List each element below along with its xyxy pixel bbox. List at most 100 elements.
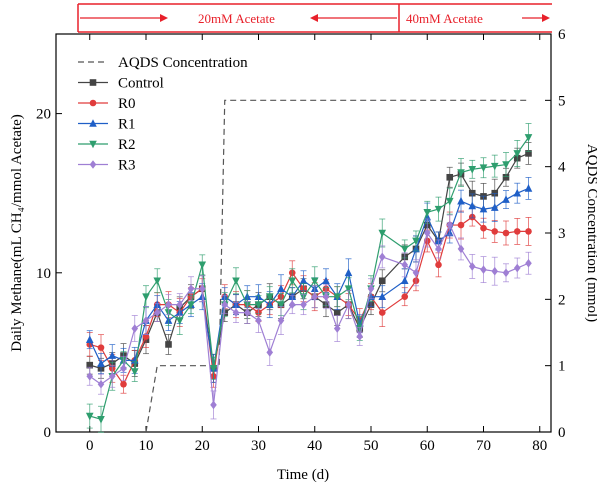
legend-aqds-label: AQDS Concentration (118, 55, 248, 71)
y-axis-right-label: AQDS Concentration (mmol) (584, 144, 597, 322)
series-r3-point (255, 316, 262, 325)
series-r3-point (86, 371, 94, 381)
x-tick-label: 20 (195, 438, 210, 454)
series-r2-point (97, 415, 105, 424)
series-r3-point (288, 300, 296, 309)
series-r2-point (198, 261, 207, 270)
series-r1 (85, 177, 533, 383)
series-r1-point (378, 292, 387, 300)
series-r2-point (254, 301, 263, 309)
legend-control-marker (89, 79, 97, 86)
series-r2-point (232, 277, 240, 286)
series-r0-point (378, 309, 386, 316)
series-r3-point (322, 292, 330, 301)
series-r3-point (435, 244, 442, 254)
series-r3-point (491, 266, 499, 276)
series-r3-point (243, 308, 251, 317)
series-r0-point (491, 228, 499, 235)
series-control-point (525, 150, 532, 157)
series-control-line (89, 152, 529, 369)
series-r2-point (209, 365, 218, 373)
y-left-tick-label: 0 (44, 425, 52, 441)
series-r1-point (513, 188, 522, 197)
x-tick-label: 30 (251, 438, 266, 454)
x-tick-label: 80 (532, 438, 547, 454)
aqds-layer (145, 99, 529, 433)
annotation-arrow-1-head (160, 14, 168, 22)
x-tick-label: 50 (364, 438, 379, 454)
y-right-tick-label: 0 (558, 425, 566, 441)
series-r0-point (457, 221, 465, 229)
series-r0-point (525, 228, 532, 235)
series-control-point (333, 309, 341, 316)
legend-r0-label: R0 (118, 96, 136, 112)
series-r0-point (97, 344, 105, 351)
series-control-point (378, 277, 386, 285)
y-left-tick-label: 20 (36, 107, 51, 123)
series-r3-point (356, 332, 364, 341)
y-right-tick-label: 1 (558, 359, 566, 375)
series-r3-point (345, 300, 352, 309)
annotation-arrow-2-head (310, 14, 318, 22)
annotation-arrow-3-head (542, 14, 550, 22)
series-r2 (85, 123, 533, 433)
series-r3-point (468, 262, 476, 271)
series-r0-point (513, 228, 521, 235)
y-axis-left-label: Daily Methane(mL CH₄/mmol Acetate) (9, 114, 25, 352)
series-r3-point (97, 379, 105, 389)
series-r3-point (525, 258, 532, 268)
series-r2-point (277, 301, 285, 309)
series-r3-point (513, 263, 521, 273)
series-r3-point (367, 284, 375, 294)
x-tick-label: 10 (139, 438, 154, 454)
series-r2-point (513, 150, 522, 158)
series-r3-point (187, 284, 195, 294)
series-r1-point (299, 276, 308, 285)
series-r2-point (378, 229, 387, 238)
series-r1-point (502, 195, 510, 203)
x-tick-label: 70 (476, 438, 491, 454)
series-r2-point (130, 368, 139, 376)
legend-r2-label: R2 (118, 137, 136, 153)
series-r1-point (457, 196, 465, 205)
series-r0-point (435, 261, 442, 269)
series-r3-point (142, 316, 150, 325)
y-right-tick-label: 5 (558, 93, 566, 109)
series-control-point (446, 173, 454, 181)
legend-r0-marker (89, 99, 97, 107)
series-r3-point (165, 300, 172, 309)
series-r0-point (502, 229, 510, 237)
series-r2-point (502, 161, 510, 169)
series-r2-point (142, 293, 150, 301)
series-r3-point (480, 265, 487, 274)
series-r1-point (490, 203, 499, 211)
y-right-tick-label: 6 (558, 27, 566, 43)
y-right-tick-label: 4 (558, 160, 566, 176)
acetate-annotation: 20mM Acetate 40mM Acetate (77, 3, 552, 33)
series-r1-point (468, 201, 477, 210)
annotation-20mm-label: 20mM Acetate (198, 11, 275, 26)
series-control (86, 141, 532, 383)
series-r2-point (434, 205, 443, 214)
series-r3-point (333, 324, 341, 333)
series-r1-point (277, 284, 285, 293)
series-r3-point (401, 260, 409, 270)
series-r3-point (300, 300, 307, 309)
series-r2-point (400, 245, 409, 254)
series-r3-point (120, 364, 127, 373)
series-r0-point (120, 380, 127, 388)
legend-r1-marker (89, 119, 97, 127)
series-r2-point (175, 317, 184, 325)
series-r1-point (524, 184, 533, 192)
series-r2-point (288, 277, 297, 286)
series-r2-point (85, 412, 94, 421)
series-r3-point (176, 300, 184, 309)
x-tick-label: 40 (307, 438, 322, 454)
series-r1-point (108, 351, 117, 359)
series-r3-point (446, 220, 454, 230)
series-layer (85, 123, 533, 433)
series-control-point (468, 189, 476, 197)
legend-r1-label: R1 (118, 117, 136, 133)
series-r3-point (457, 244, 465, 254)
series-r3-point (412, 268, 420, 278)
